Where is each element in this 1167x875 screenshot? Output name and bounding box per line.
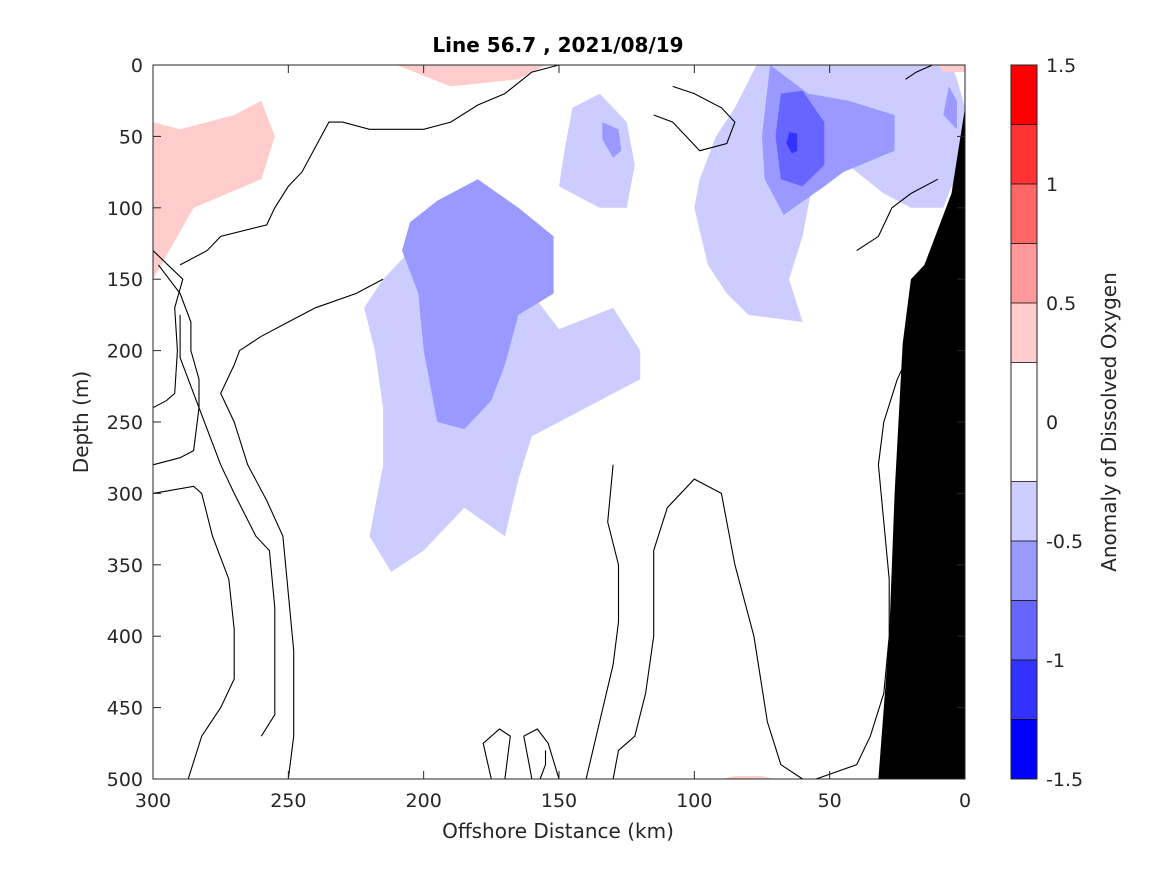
contour-line: [539, 750, 547, 780]
y-tick-label: 400: [107, 626, 143, 648]
anomaly-region-pos: [396, 65, 546, 87]
x-axis: 300 250 200 150 100 50 0: [135, 65, 971, 812]
chart-title: Line 56.7 , 2021/08/19: [432, 33, 683, 57]
anomaly-region-neg: [943, 86, 957, 130]
x-axis-label: Offshore Distance (km): [442, 819, 674, 843]
contour-line: [653, 85, 736, 152]
colorbar-segment: [1011, 481, 1037, 541]
colorbar-tick-label: 1.5: [1046, 55, 1076, 77]
x-tick-label: 250: [270, 790, 306, 812]
y-tick-label: 150: [107, 269, 143, 291]
y-axis: 0 50 100 150 200 250 300 350 400 450 500: [107, 55, 965, 791]
colorbar-tick-label: 0: [1046, 412, 1058, 434]
x-tick-label: 150: [541, 790, 577, 812]
contour-line: [179, 64, 560, 266]
contour-line: [220, 278, 384, 780]
land-area: [878, 107, 965, 780]
land-mask: [878, 107, 965, 780]
x-tick-label: 0: [959, 790, 971, 812]
colorbar-tick-label: -1.5: [1046, 769, 1083, 791]
filled-contours: [153, 65, 965, 779]
colorbar-tick-label: -1: [1046, 650, 1065, 672]
y-tick-label: 200: [107, 341, 143, 363]
colorbar-label: Anomaly of Dissolved Oxygen: [1097, 272, 1121, 572]
colorbar-frame: [1010, 64, 1038, 780]
contour-line: [523, 728, 560, 780]
anomaly-region-neg: [786, 132, 798, 154]
y-tick-label: 0: [131, 55, 143, 77]
contour-line: [612, 478, 803, 780]
contour-line: [905, 64, 933, 80]
anomaly-region-neg: [694, 65, 965, 322]
contour-line: [179, 314, 276, 737]
contour-line: [815, 350, 912, 780]
zero-contour-lines: [152, 64, 939, 780]
colorbar-segment: [1011, 243, 1037, 303]
anomaly-region-neg: [602, 122, 622, 158]
colorbar: -1.5 -1 -0.5 0 0.5 1 1.5: [1010, 55, 1083, 791]
anomaly-region-neg: [775, 90, 825, 187]
colorbar-segment: [1011, 65, 1037, 125]
anomaly-region-neg: [559, 93, 635, 208]
y-tick-label: 500: [107, 769, 143, 791]
y-tick-label: 450: [107, 698, 143, 720]
contour-line: [482, 728, 511, 780]
colorbar-tick-label: 1: [1046, 174, 1058, 196]
contour-line: [856, 178, 939, 252]
x-tick-label: 200: [406, 790, 442, 812]
anomaly-region-pos: [153, 100, 275, 280]
colorbar-segment: [1011, 184, 1037, 244]
x-tick-label: 50: [818, 790, 842, 812]
contour-line: [585, 464, 620, 780]
y-tick-label: 350: [107, 555, 143, 577]
colorbar-segment: [1011, 303, 1037, 363]
plot-area: [152, 64, 966, 780]
anomaly-region-pos: [721, 776, 776, 779]
colorbar-tick-label: 0.5: [1046, 293, 1076, 315]
y-tick-label: 50: [119, 126, 143, 148]
x-tick-label: 100: [676, 790, 712, 812]
colorbar-segment: [1011, 719, 1037, 779]
contour-line: [152, 250, 184, 409]
colorbar-tick-label: -0.5: [1046, 531, 1083, 553]
contour-line: [152, 485, 235, 780]
colorbar-segment: [1011, 660, 1037, 720]
anomaly-region-pos: [937, 65, 965, 73]
colorbar-segment: [1011, 541, 1037, 601]
y-tick-label: 250: [107, 412, 143, 434]
colorbar-segment: [1011, 600, 1037, 660]
anomaly-region-neg: [402, 179, 554, 430]
contour-line: [152, 264, 200, 466]
colorbar-segment: [1011, 362, 1037, 482]
x-tick-label: 300: [135, 790, 171, 812]
colorbar-segment: [1011, 124, 1037, 184]
y-tick-label: 300: [107, 483, 143, 505]
y-axis-label: Depth (m): [69, 371, 93, 473]
y-tick-label: 100: [107, 198, 143, 220]
